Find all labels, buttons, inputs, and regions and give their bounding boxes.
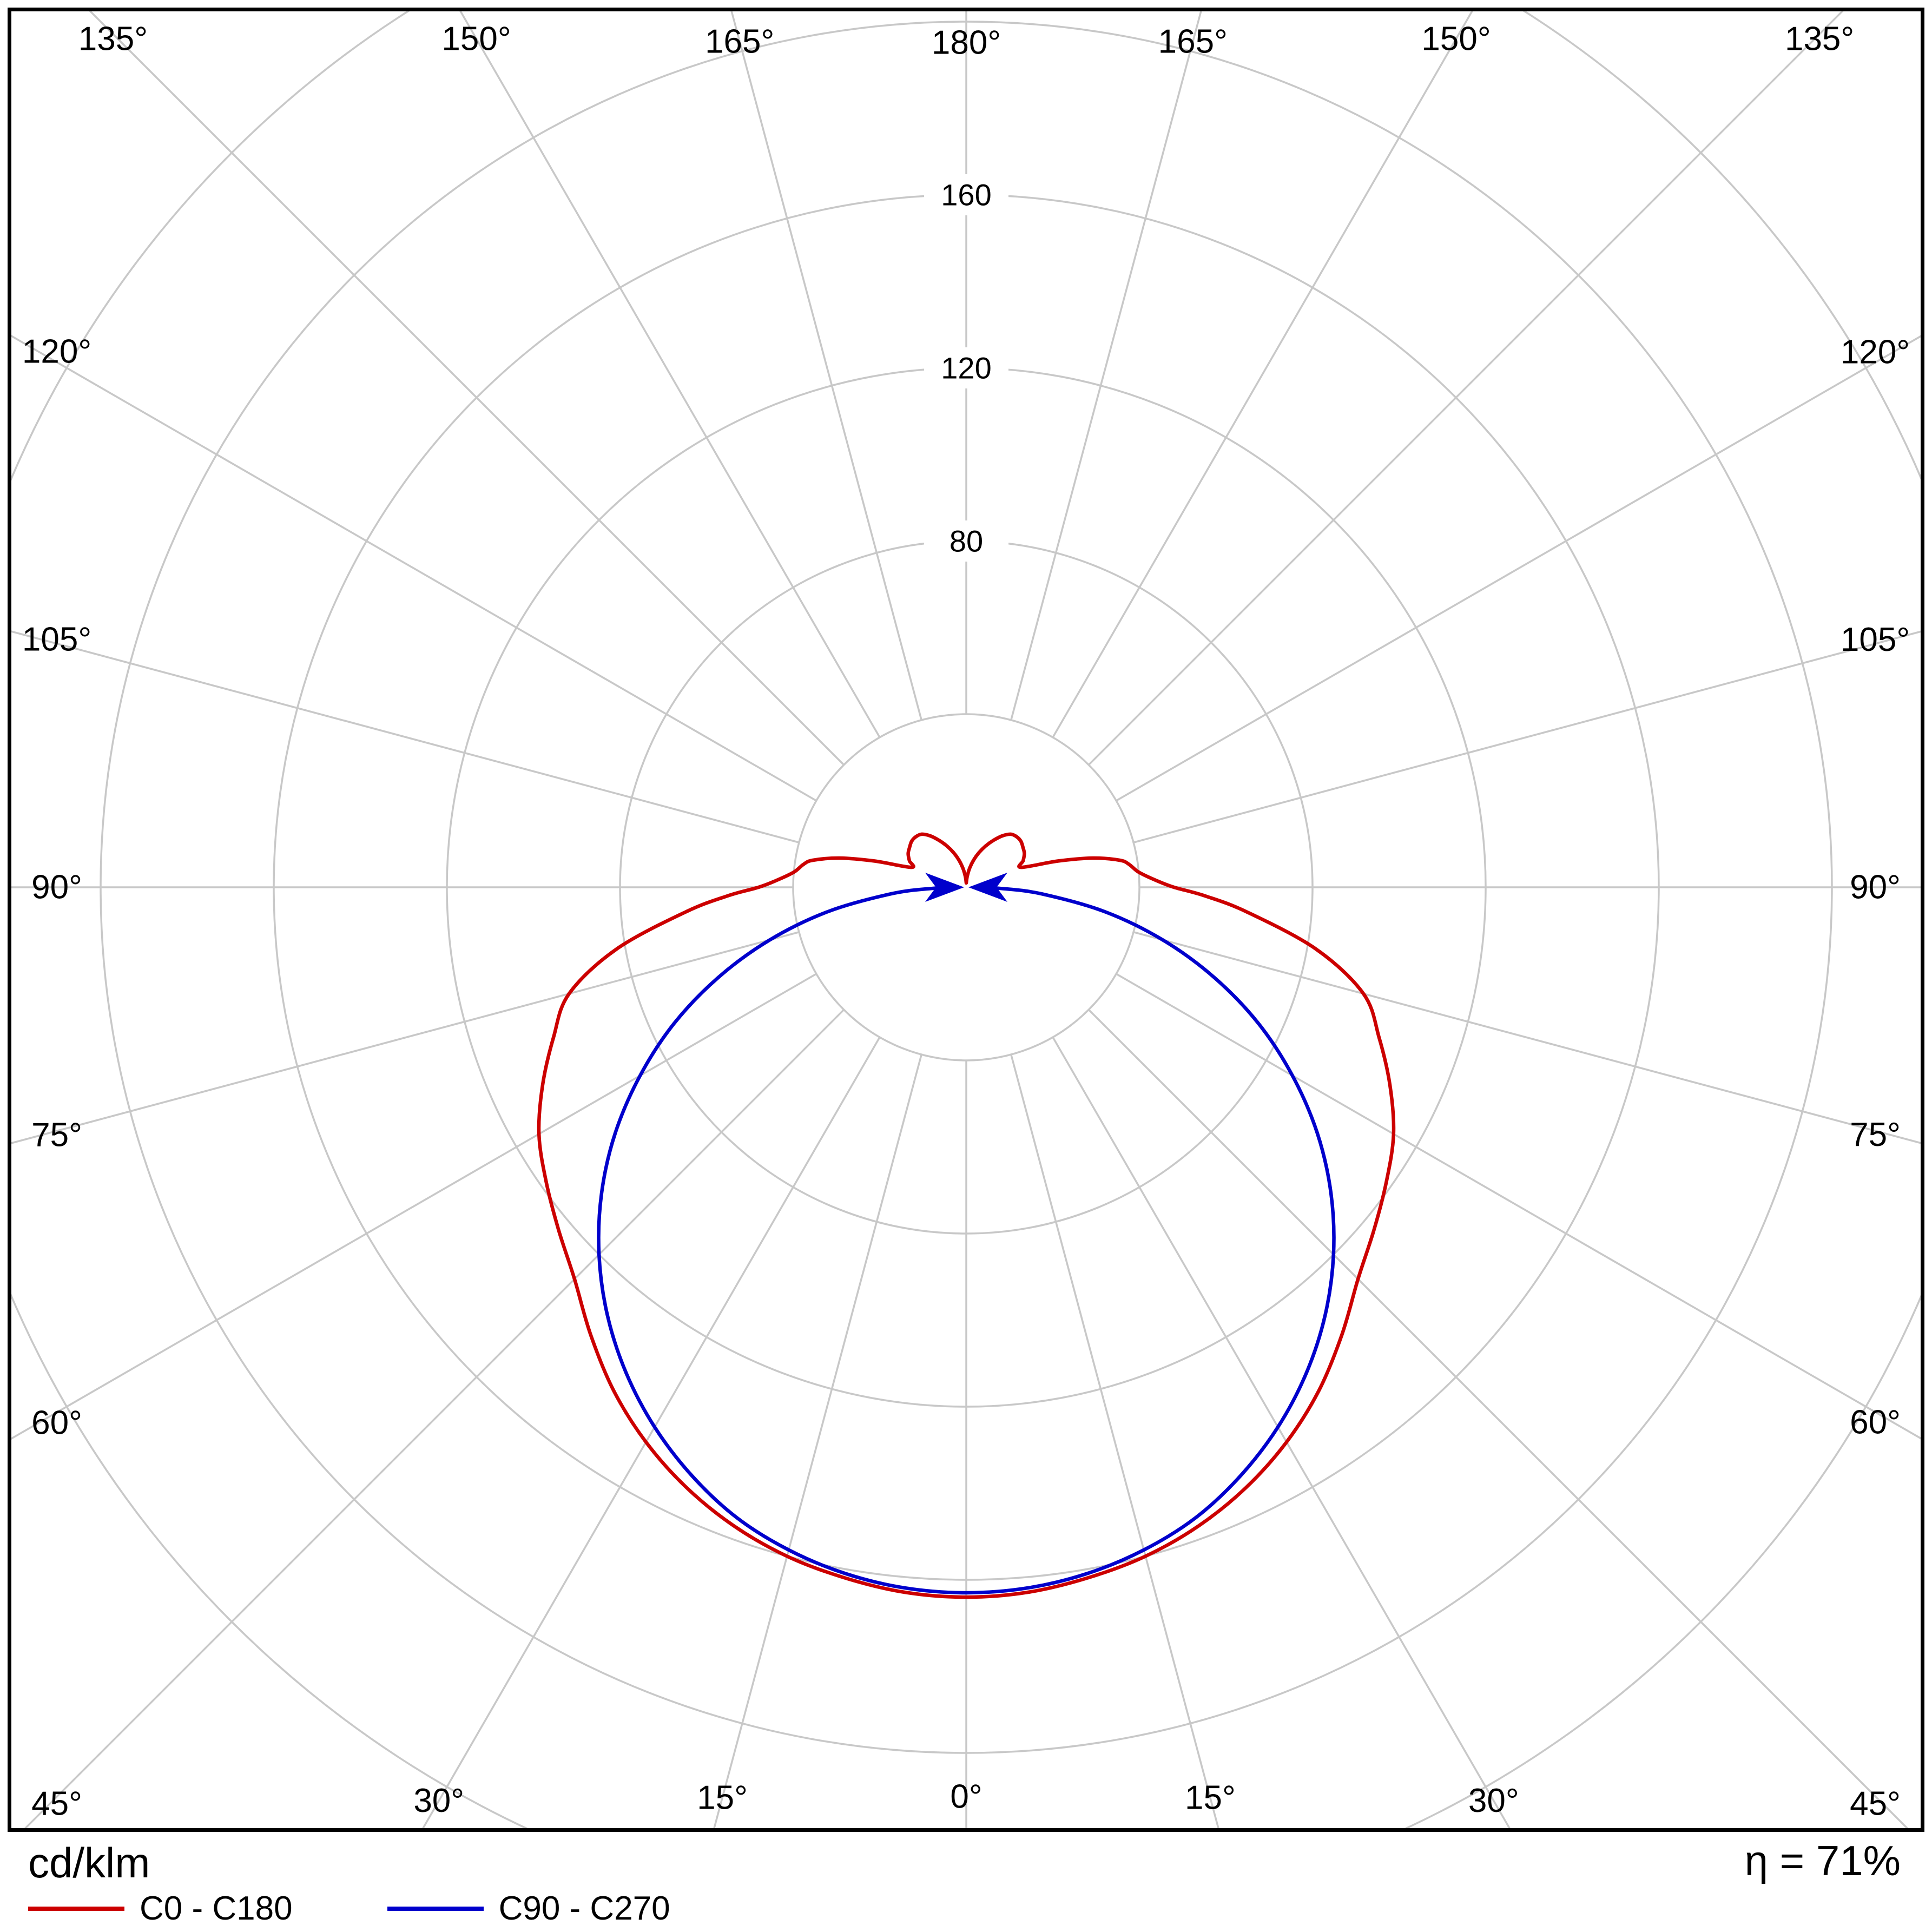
grid-ray	[10, 630, 800, 843]
angle-label: 75°	[31, 1116, 82, 1153]
ring-label-mask	[924, 520, 1008, 562]
angle-label: 120°	[22, 333, 91, 371]
legend-item-c90: C90 - C270	[387, 1889, 670, 1928]
ring-label: 80	[949, 524, 983, 558]
center-arrow-right-icon	[968, 873, 1007, 902]
legend-item-c0: C0 - C180	[28, 1889, 293, 1928]
grid-ray	[87, 10, 845, 766]
curve-c0-c180	[537, 832, 1396, 1599]
angle-label: 105°	[1841, 621, 1910, 658]
angle-label: 90°	[1850, 869, 1901, 906]
legend-line-c0-icon	[28, 1906, 124, 1911]
grid-ray	[10, 973, 817, 1441]
unit-label: cd/klm	[28, 1839, 150, 1887]
angle-label: 45°	[31, 1785, 82, 1823]
angle-label: 0°	[950, 1778, 982, 1816]
angle-label: 105°	[22, 621, 91, 658]
grid-ray	[1010, 10, 1203, 721]
legend-label-c0: C0 - C180	[140, 1890, 293, 1927]
grid-ray	[1010, 1054, 1220, 1830]
grid-ray	[713, 1054, 922, 1830]
grid-ray	[1116, 973, 1922, 1441]
grid-ray	[1088, 1009, 1910, 1830]
angle-label: 90°	[31, 869, 82, 906]
grid-ray	[458, 10, 881, 738]
center-arrow-left-icon	[925, 873, 964, 902]
angle-label: 135°	[1785, 21, 1854, 58]
angle-label: 15°	[697, 1779, 748, 1816]
angle-label: 150°	[441, 21, 511, 58]
grid-ray	[10, 931, 800, 1145]
angle-label: 150°	[1421, 21, 1491, 58]
legend-line-c90-icon	[387, 1906, 484, 1911]
grid-ray	[421, 1037, 881, 1830]
angle-label: 30°	[413, 1782, 464, 1819]
grid-ray	[1088, 10, 1845, 766]
curve-c90-c270	[597, 885, 1336, 1595]
angle-label: 135°	[78, 21, 148, 58]
ring-label: 160	[941, 178, 991, 212]
angle-label: 165°	[1158, 23, 1228, 61]
angle-label: 165°	[705, 23, 774, 61]
grid-ray	[10, 334, 817, 802]
angle-label: 15°	[1185, 1779, 1236, 1816]
angle-label: 60°	[1850, 1404, 1901, 1441]
ring-label-mask	[924, 347, 1008, 388]
grid-ray	[1116, 334, 1922, 802]
angle-label: 120°	[1841, 333, 1910, 371]
grid-ring	[792, 713, 1140, 1061]
ring-label: 120	[941, 351, 991, 385]
angle-label: 180°	[932, 24, 1001, 62]
grid-ray	[22, 1009, 845, 1830]
angle-label: 30°	[1468, 1782, 1519, 1819]
grid-ray	[1133, 931, 1922, 1145]
efficiency-value: η = 71%	[1744, 1837, 1901, 1884]
angle-label: 45°	[1850, 1785, 1901, 1823]
angle-label: 75°	[1850, 1116, 1901, 1153]
frame-border	[8, 8, 1924, 1832]
angle-label: 60°	[31, 1404, 82, 1441]
legend: C0 - C180 C90 - C270	[28, 1889, 670, 1928]
grid-ray	[1052, 1037, 1512, 1830]
grid-ray	[1133, 630, 1922, 843]
grid-ray	[730, 10, 922, 721]
ring-label-mask	[924, 174, 1008, 215]
legend-label-c90: C90 - C270	[498, 1890, 670, 1927]
grid-ray	[1052, 10, 1474, 738]
